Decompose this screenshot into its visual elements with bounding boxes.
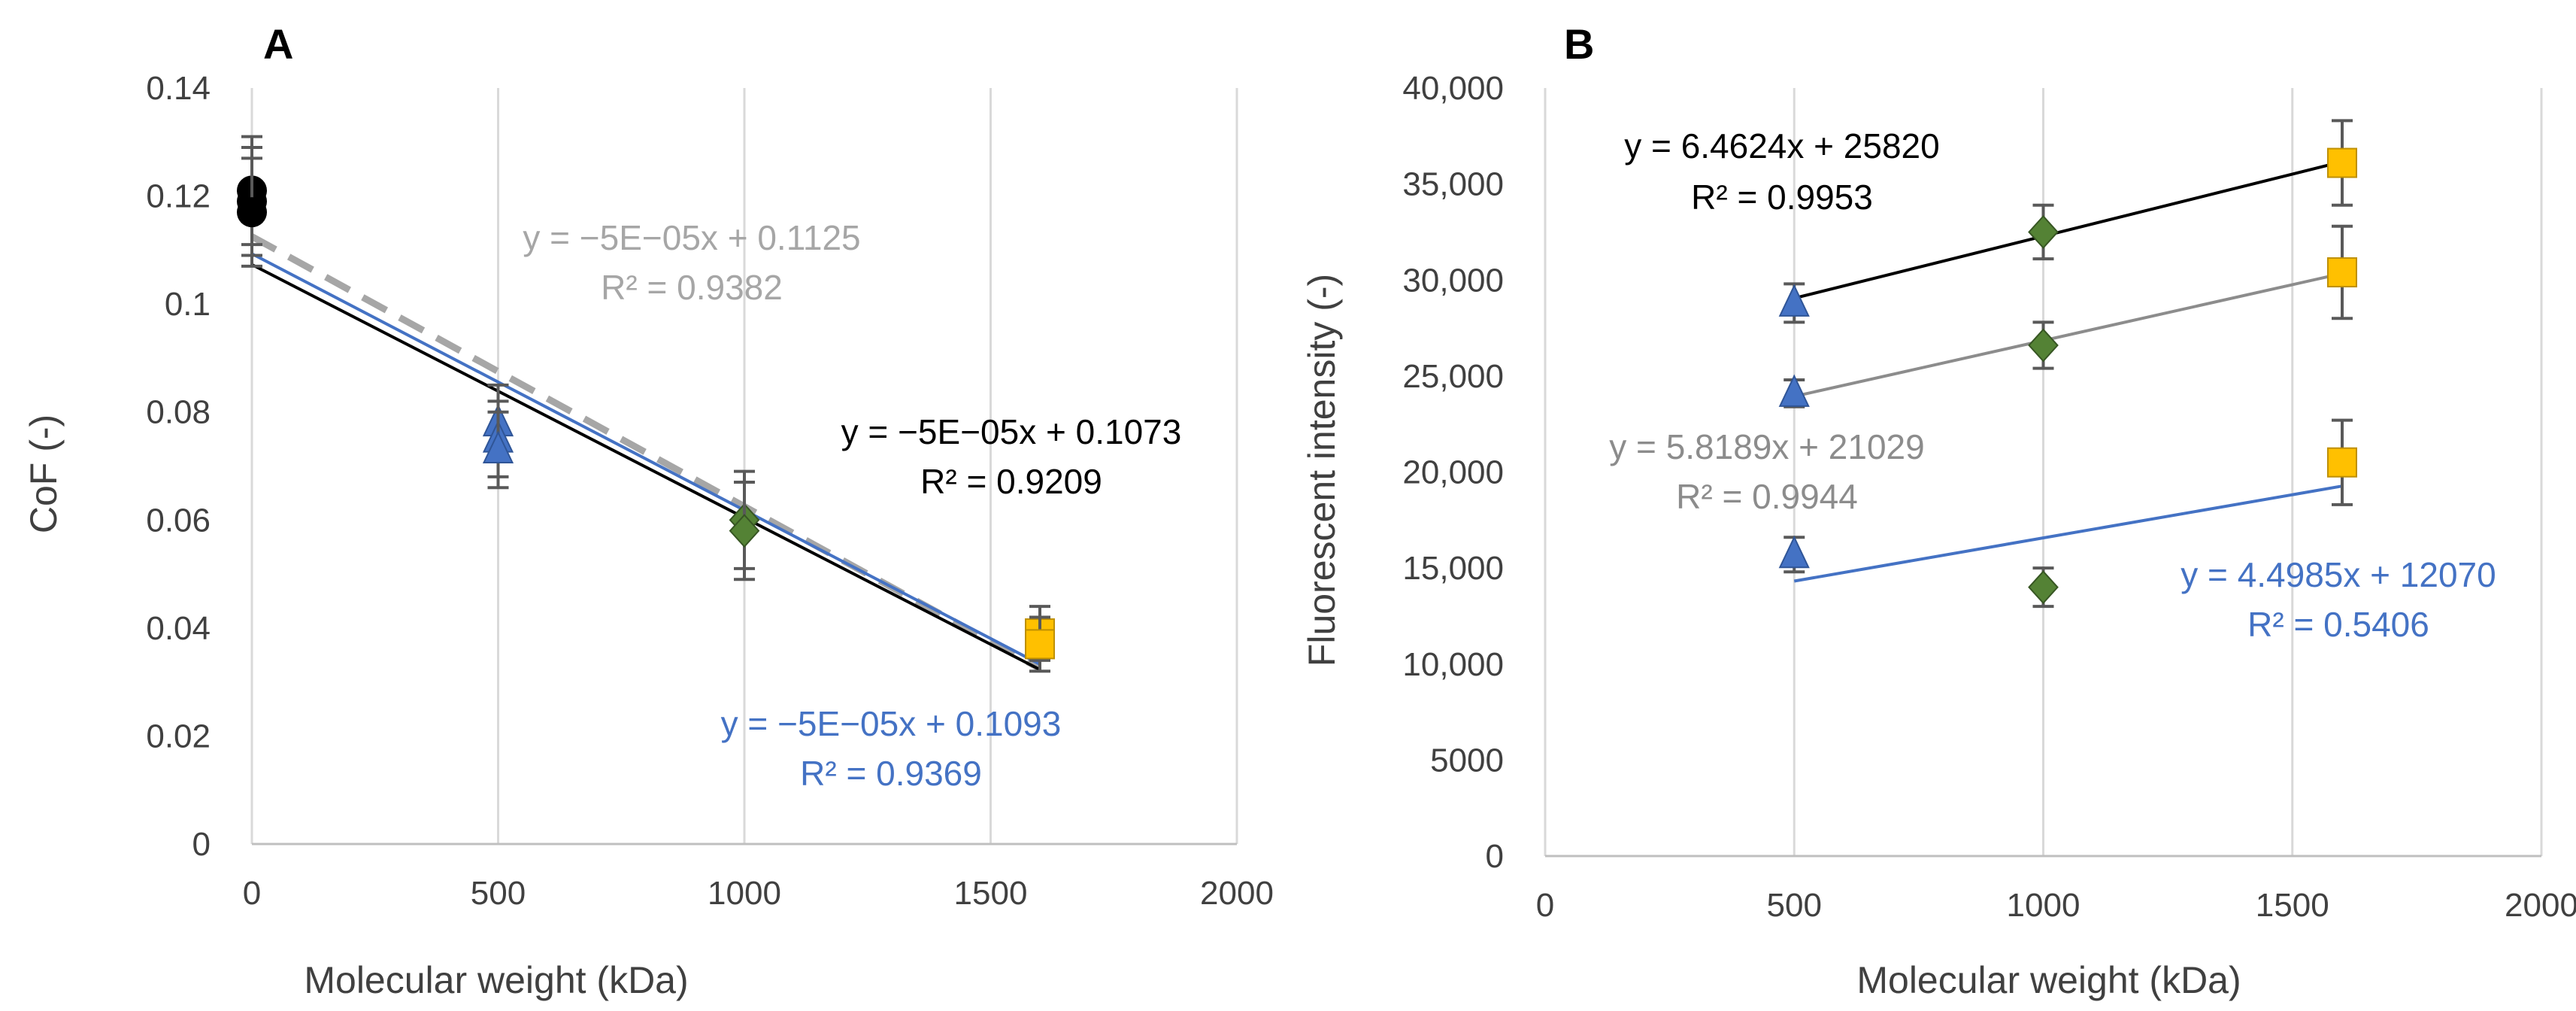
panel-b-data-point-square [2327,447,2357,478]
panel-a-y-tick-label: 0.1 [165,286,211,323]
panel-b-data-point-diamond [2028,328,2059,363]
panel-b-y-tick-label: 10,000 [1402,646,1504,683]
panel-b-data-point-triangle [1778,535,1810,569]
panel-b-data-point-triangle [1778,284,1810,317]
panel-a-gray-equation: y = −5E−05x + 0.1125 [523,218,860,257]
panel-b-y-tick-label: 5000 [1430,742,1504,779]
panel-b-data-point-square [2327,147,2357,178]
panel-b-y-axis-title: Fluorescent intensity (-) [1301,274,1343,666]
panel-a-y-tick-label: 0 [192,826,211,863]
panel-a-y-tick-label: 0.08 [146,394,211,431]
panel-a-data-point-circle [237,197,267,228]
panel-a-trendline-blue [251,252,1041,666]
panel-b-x-tick-label: 0 [1536,887,1554,924]
panel-b-x-tick-label: 1000 [2007,887,2080,924]
panel-b-x-axis-title: Molecular weight (kDa) [1856,959,2241,1001]
panel-a-x-tick-label: 1500 [954,875,1028,912]
panel-b-blue-r2: R² = 0.5406 [2247,605,2429,644]
panel-a-y-tick-label: 0.14 [146,70,211,107]
panel-a-black-equation: y = −5E−05x + 0.1073 [841,412,1182,451]
panel-b-trendline-gray [1793,272,2343,398]
panel-b-data-point-diamond [2028,570,2059,605]
panel-a-x-tick-label: 0 [243,875,261,912]
panel-b-gray-r2: R² = 0.9944 [1676,477,1858,516]
panel-b-data-point-triangle [1778,374,1810,407]
panel-b-x-tick-label: 1500 [2256,887,2329,924]
panel-b-y-tick-label: 25,000 [1402,358,1504,395]
panel-b-trendline-black [1793,160,2343,300]
panel-b-blue-equation: y = 4.4985x + 12070 [2181,555,2496,594]
panel-b-gray-equation: y = 5.8189x + 21029 [1609,427,1924,466]
panel-a-x-tick-label: 2000 [1200,875,1274,912]
panel-a-y-axis-title: CoF (-) [23,414,65,533]
panel-a-black-r2: R² = 0.9209 [920,462,1102,501]
panel-a-y-tick-label: 0.04 [146,610,211,647]
panel-b-y-tick-label: 40,000 [1402,70,1504,107]
panel-a-blue-r2: R² = 0.9369 [800,754,982,793]
panel-a-blue-equation: y = −5E−05x + 0.1093 [721,704,1062,743]
panel-a-y-tick-label: 0.02 [146,718,211,754]
panel-a-x-axis-title: Molecular weight (kDa) [304,959,688,1001]
panel-a-x-tick-label: 1000 [708,875,781,912]
panel-a-y-tick-label: 0.12 [146,178,211,215]
panel-a-trendline-gray [250,233,1042,672]
panel-b-chart: B 0500010,00015,00020,00025,00030,00035,… [1301,20,2576,1001]
panel-b-label: B [1564,20,1594,68]
panel-b-data-point-diamond [2028,214,2059,249]
panel-a-trendline-black [251,263,1041,671]
panel-a-data-point-square [1025,629,1055,660]
panel-b-data-point-square [2327,257,2357,288]
panel-a-data-point-triangle [482,430,514,463]
panel-b-y-tick-label: 30,000 [1402,262,1504,299]
panel-b-x-tick-label: 2000 [2505,887,2576,924]
panel-a-x-tick-label: 500 [471,875,526,912]
panel-b-y-tick-label: 35,000 [1402,166,1504,203]
panel-a-y-tick-label: 0.06 [146,502,211,539]
panel-a-label: A [263,20,293,68]
panel-b-y-tick-label: 20,000 [1402,454,1504,491]
panel-b-x-tick-label: 500 [1767,887,1822,924]
panel-b-trendline-blue [1793,484,2343,583]
panel-b-y-tick-label: 15,000 [1402,550,1504,587]
panel-b-black-r2: R² = 0.9953 [1691,178,1873,217]
panel-a-data-point-diamond [729,514,760,548]
panel-b-y-tick-label: 0 [1486,838,1504,875]
panel-a-chart: A 0 0.02 0.04 0.06 0.08 0.1 0.12 0.14 0 500 1000 1… [23,20,1274,1001]
panel-a-gray-r2: R² = 0.9382 [601,268,783,307]
panel-b-black-equation: y = 6.4624x + 25820 [1624,126,1939,165]
